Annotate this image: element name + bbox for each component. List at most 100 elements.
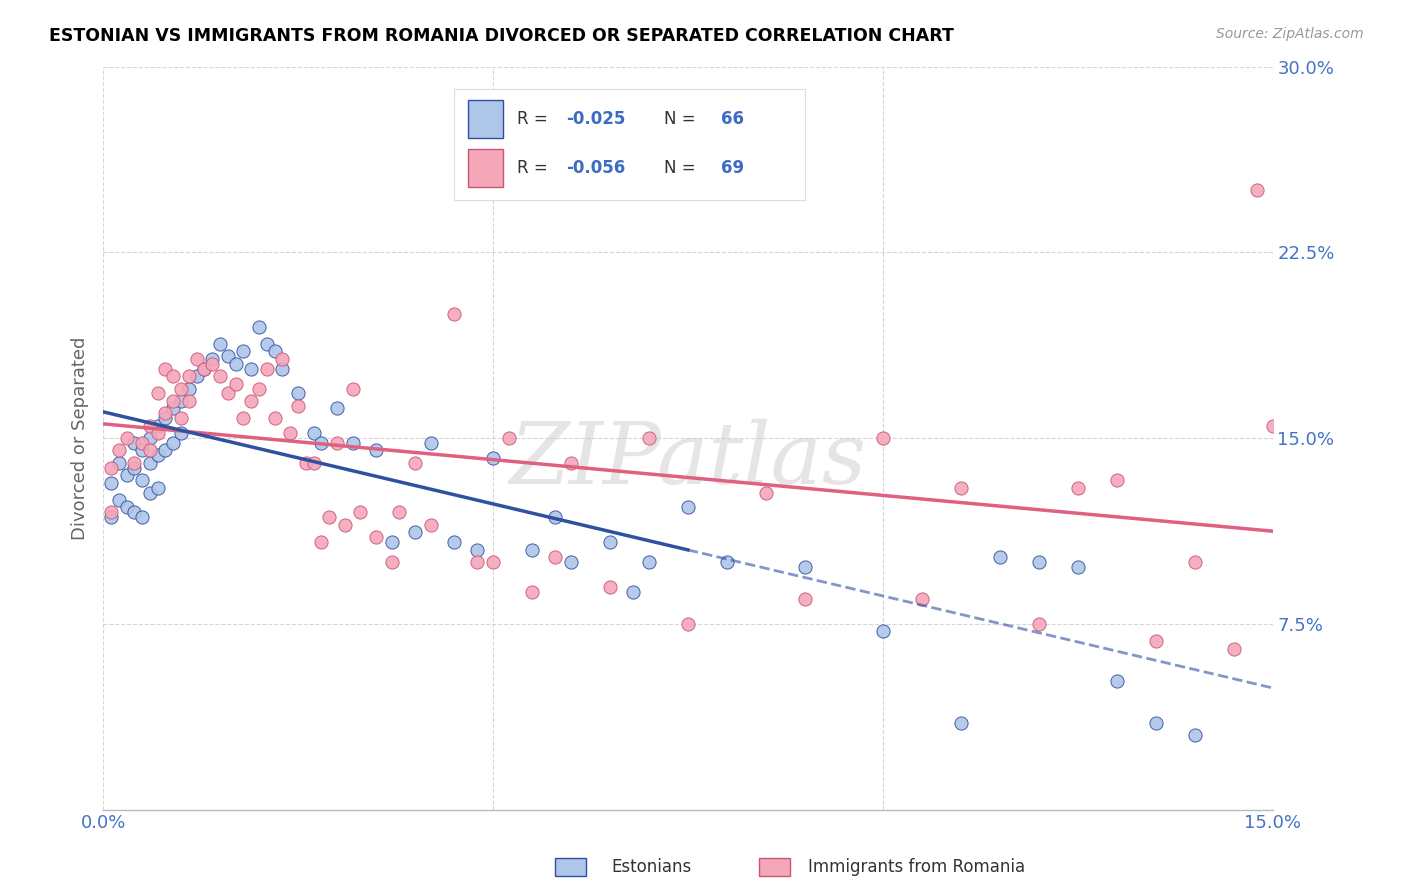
Point — [139, 456, 162, 470]
Point — [131, 510, 153, 524]
Point — [465, 555, 488, 569]
Point — [676, 616, 699, 631]
Point — [209, 369, 232, 384]
Point — [240, 393, 263, 408]
Point — [170, 426, 193, 441]
Point — [443, 307, 465, 321]
Point — [247, 319, 270, 334]
Point — [115, 431, 138, 445]
Point — [1028, 555, 1050, 569]
Point — [599, 535, 621, 549]
Point — [520, 542, 543, 557]
Point — [287, 399, 309, 413]
Point — [146, 449, 169, 463]
Point — [278, 426, 301, 441]
Point — [302, 426, 325, 441]
Point — [201, 351, 224, 366]
Point — [139, 431, 162, 445]
Point — [193, 361, 215, 376]
Point — [186, 369, 208, 384]
Text: Immigrants from Romania: Immigrants from Romania — [808, 858, 1025, 876]
Point — [100, 475, 122, 490]
Point — [107, 443, 129, 458]
Point — [146, 426, 169, 441]
Point — [793, 559, 815, 574]
Point — [1105, 673, 1128, 688]
Point — [225, 357, 247, 371]
Point — [139, 418, 162, 433]
Point — [1066, 481, 1088, 495]
Text: ZIPatlas: ZIPatlas — [509, 419, 866, 501]
Point — [599, 580, 621, 594]
Point — [232, 344, 254, 359]
Point — [124, 505, 146, 519]
Point — [193, 361, 215, 376]
Point — [520, 584, 543, 599]
Point — [170, 411, 193, 425]
Point — [107, 456, 129, 470]
Point — [139, 485, 162, 500]
Point — [1144, 715, 1167, 730]
Point — [349, 505, 371, 519]
Point — [872, 624, 894, 639]
Point — [177, 382, 200, 396]
Point — [482, 555, 505, 569]
Point — [342, 382, 364, 396]
Point — [263, 344, 285, 359]
Point — [217, 386, 239, 401]
Point — [333, 517, 356, 532]
Point — [326, 436, 349, 450]
Point — [949, 481, 972, 495]
Point — [162, 369, 184, 384]
Point — [177, 369, 200, 384]
Point — [256, 361, 278, 376]
Point — [419, 436, 441, 450]
Point — [100, 510, 122, 524]
Point — [318, 510, 340, 524]
Point — [201, 357, 224, 371]
Point — [155, 361, 177, 376]
Point — [247, 382, 270, 396]
Point — [1184, 555, 1206, 569]
Point — [342, 436, 364, 450]
Point — [131, 436, 153, 450]
Point — [155, 443, 177, 458]
Point — [326, 401, 349, 416]
Point — [364, 530, 387, 544]
Text: Estonians: Estonians — [612, 858, 692, 876]
Point — [162, 436, 184, 450]
Point — [146, 386, 169, 401]
Point — [107, 493, 129, 508]
Point — [465, 542, 488, 557]
Text: Source: ZipAtlas.com: Source: ZipAtlas.com — [1216, 27, 1364, 41]
Point — [1066, 559, 1088, 574]
Point — [364, 443, 387, 458]
Point — [155, 411, 177, 425]
Point — [170, 382, 193, 396]
Point — [988, 549, 1011, 564]
Point — [139, 443, 162, 458]
Point — [311, 436, 333, 450]
Point — [1261, 418, 1284, 433]
Point — [311, 535, 333, 549]
Point — [186, 351, 208, 366]
Point — [287, 386, 309, 401]
Point — [676, 500, 699, 515]
Point — [911, 592, 934, 607]
Point — [232, 411, 254, 425]
Text: ESTONIAN VS IMMIGRANTS FROM ROMANIA DIVORCED OR SEPARATED CORRELATION CHART: ESTONIAN VS IMMIGRANTS FROM ROMANIA DIVO… — [49, 27, 955, 45]
Point — [381, 555, 404, 569]
Point — [637, 555, 659, 569]
Point — [949, 715, 972, 730]
Point — [271, 361, 294, 376]
Point — [716, 96, 738, 111]
Point — [240, 361, 263, 376]
Point — [100, 505, 122, 519]
Point — [256, 337, 278, 351]
Point — [381, 535, 404, 549]
Point — [115, 468, 138, 483]
Point — [1105, 473, 1128, 487]
Point — [1222, 641, 1244, 656]
Point — [131, 443, 153, 458]
Point — [560, 456, 582, 470]
